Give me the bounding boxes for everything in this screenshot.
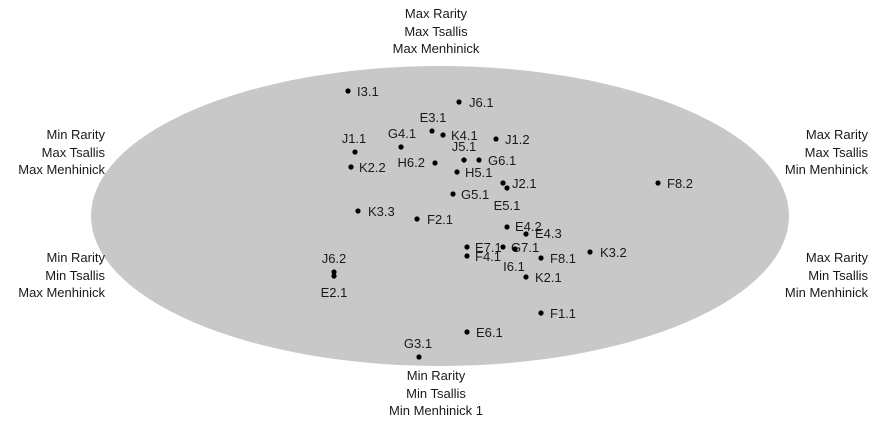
point-g4-1	[398, 144, 404, 150]
point-label-h5-1: H5.1	[465, 165, 492, 180]
point-j1-2	[493, 136, 499, 142]
label-lower-right-line-3: Min Menhinick	[784, 285, 868, 300]
label-upper-left-line-1: Min Rarity	[46, 127, 105, 142]
label-upper-left: Min Rarity Max Tsallis Max Menhinick	[18, 126, 105, 179]
label-top: Max Rarity Max Tsallis Max Menhinick	[393, 5, 480, 58]
point-label-g6-1: G6.1	[488, 153, 516, 168]
point-label-j6-2: J6.2	[322, 251, 347, 266]
point-label-e7-1: E7.1	[475, 240, 502, 255]
label-upper-right-line-2: Max Tsallis	[804, 144, 868, 160]
point-label-j1-1: J1.1	[342, 131, 367, 146]
point-k3-2	[587, 249, 593, 255]
point-f8-1	[538, 255, 544, 261]
point-label-i3-1: I3.1	[357, 84, 379, 99]
point-label-k4-1: K4.1	[451, 128, 478, 143]
point-label-e4-3: E4.3	[535, 226, 562, 241]
label-upper-left-line-2: Max Tsallis	[41, 144, 105, 160]
point-e3-1	[429, 128, 435, 134]
point-label-g5-1: G5.1	[461, 187, 489, 202]
point-label-k2-1: K2.1	[535, 270, 562, 285]
point-g3-1	[416, 354, 422, 360]
point-e2-1	[331, 273, 337, 279]
point-f8-2	[655, 180, 661, 186]
point-k2-2	[348, 164, 354, 170]
point-e7-1	[464, 244, 470, 250]
point-f1-1	[538, 310, 544, 316]
point-label-g7-1: G7.1	[511, 240, 539, 255]
point-label-i6-1: I6.1	[503, 259, 525, 274]
label-upper-right-line-1: Max Rarity	[805, 127, 868, 142]
point-label-j2-1: J2.1	[512, 176, 537, 191]
point-label-f2-1: F2.1	[427, 212, 453, 227]
point-k3-3	[355, 208, 361, 214]
point-label-g3-1: G3.1	[404, 336, 432, 351]
point-label-f8-1: F8.1	[550, 251, 576, 266]
label-top-line-3: Max Menhinick	[392, 41, 480, 56]
point-label-k3-2: K3.2	[600, 245, 627, 260]
point-label-h6-2: H6.2	[398, 155, 425, 170]
point-j6-1	[456, 99, 462, 105]
label-lower-right-line-1: Max Rarity	[805, 250, 868, 265]
label-bottom-line-3: Min Menhinick 1	[389, 403, 483, 418]
point-label-k3-3: K3.3	[368, 204, 395, 219]
label-lower-left: Min Rarity Min Tsallis Max Menhinick	[18, 249, 105, 302]
label-lower-left-line-1: Min Rarity	[46, 250, 105, 265]
point-k2-1	[523, 274, 529, 280]
point-label-e3-1: E3.1	[420, 110, 447, 125]
point-label-e4-2: E4.2	[515, 219, 542, 234]
point-label-f4-1: F4.1	[475, 249, 501, 264]
point-j2-1	[500, 180, 506, 186]
point-label-j5-1: J5.1	[452, 139, 477, 154]
point-f2-1	[414, 216, 420, 222]
label-bottom-line-2: Min Tsallis	[406, 385, 466, 401]
points-layer: I3.1 J6.1 E3.1 G4.1 K4.1 J1.2 J1.1 J5.1 H6.2 G6.1…	[321, 84, 693, 360]
label-top-line-1: Max Rarity	[404, 6, 468, 21]
point-h5-1	[454, 169, 460, 175]
label-lower-left-line-2: Min Tsallis	[45, 267, 105, 283]
label-bottom-line-1: Min Rarity	[406, 368, 466, 383]
point-e6-1	[464, 329, 470, 335]
point-e4-3	[523, 231, 529, 237]
label-upper-left-line-3: Max Menhinick	[18, 162, 105, 177]
point-label-j1-2: J1.2	[505, 132, 530, 147]
point-label-g4-1: G4.1	[388, 126, 416, 141]
label-lower-left-line-3: Max Menhinick	[18, 285, 105, 300]
point-label-e6-1: E6.1	[476, 325, 503, 340]
point-label-f1-1: F1.1	[550, 306, 576, 321]
point-h6-2	[432, 160, 438, 166]
point-i6-1	[512, 246, 518, 252]
point-e5-1	[504, 185, 510, 191]
ellipse-region	[91, 66, 789, 366]
point-label-k2-2: K2.2	[359, 160, 386, 175]
label-bottom: Min Rarity Min Tsallis Min Menhinick 1	[389, 367, 483, 420]
point-j5-1	[461, 157, 467, 163]
point-i3-1	[345, 88, 351, 94]
point-label-f8-2: F8.2	[667, 176, 693, 191]
label-lower-right-line-2: Min Tsallis	[808, 267, 868, 283]
point-label-j6-1: J6.1	[469, 95, 494, 110]
point-j6-2	[331, 269, 337, 275]
point-label-e2-1: E2.1	[321, 285, 348, 300]
label-upper-right-line-3: Min Menhinick	[784, 162, 868, 177]
point-k4-1	[440, 132, 446, 138]
point-j1-1	[352, 149, 358, 155]
point-g6-1	[476, 157, 482, 163]
point-e4-2	[504, 224, 510, 230]
label-upper-right: Max Rarity Max Tsallis Min Menhinick	[785, 126, 868, 179]
point-g5-1	[450, 191, 456, 197]
label-lower-right: Max Rarity Min Tsallis Min Menhinick	[785, 249, 868, 302]
label-top-line-2: Max Tsallis	[404, 23, 468, 39]
point-f4-1	[464, 253, 470, 259]
point-g7-1	[500, 244, 506, 250]
point-label-e5-1: E5.1	[494, 198, 521, 213]
